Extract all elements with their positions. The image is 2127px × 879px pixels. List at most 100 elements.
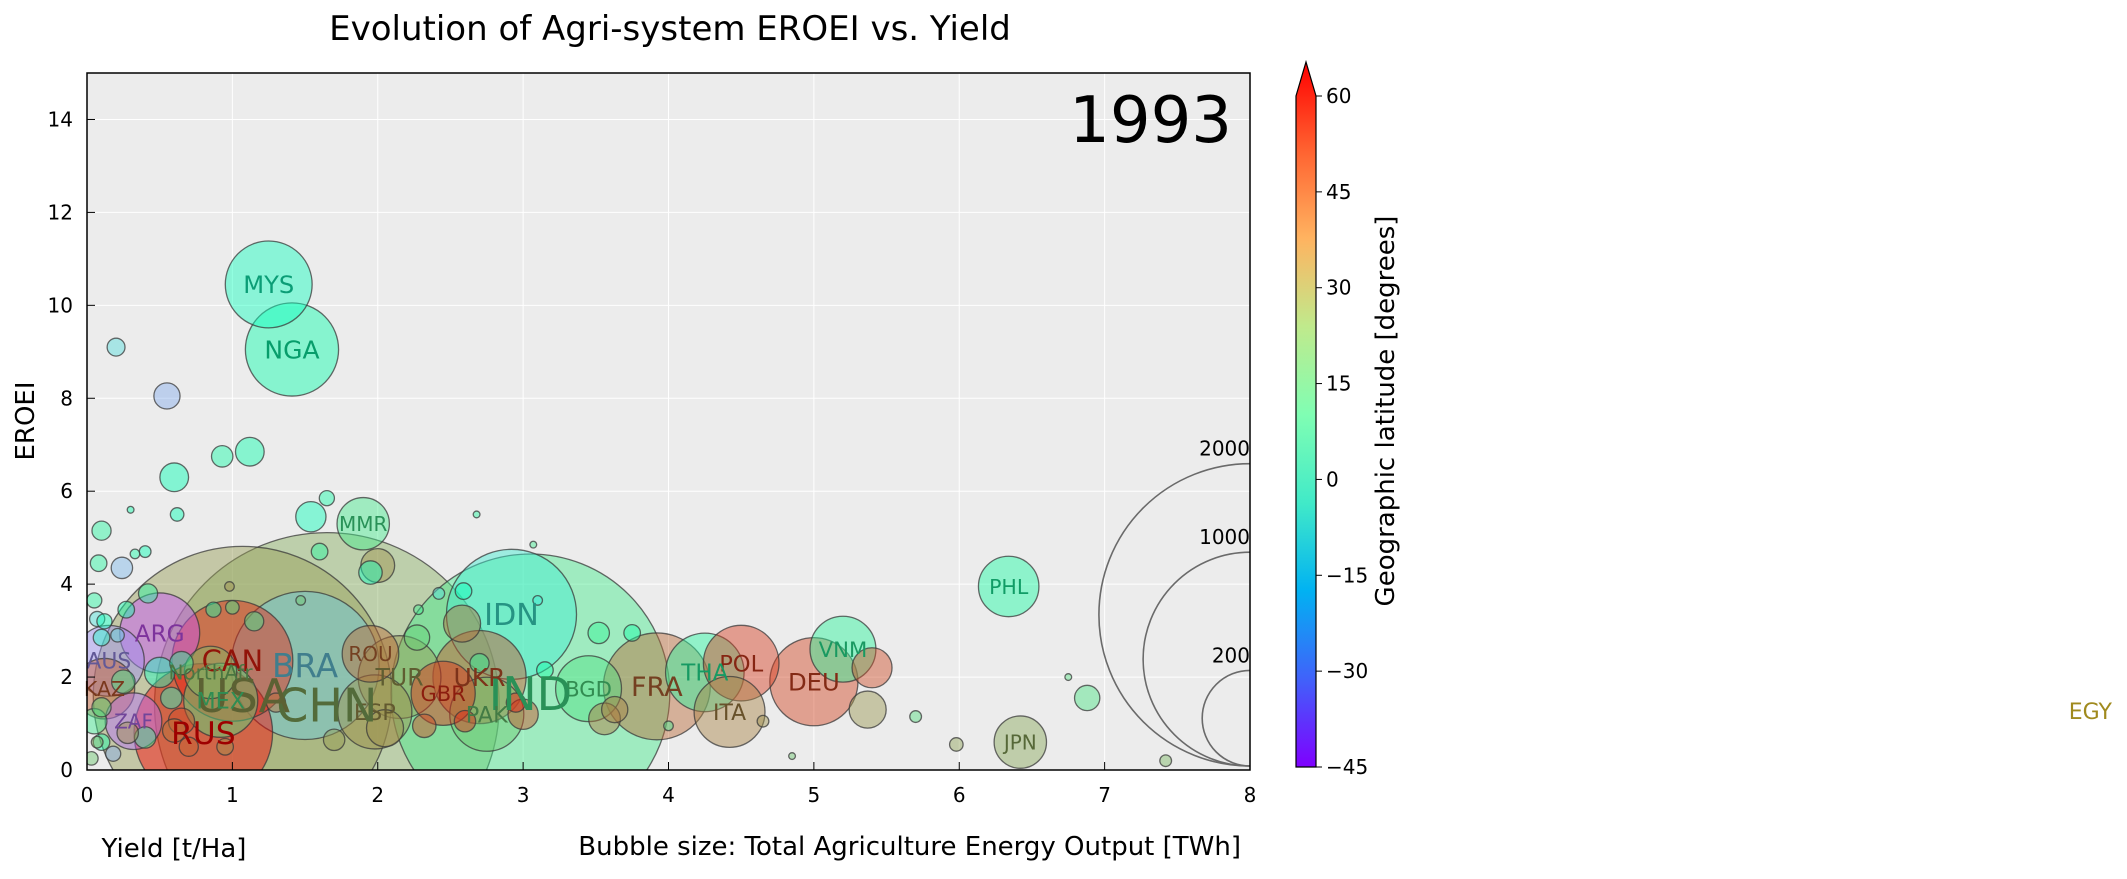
x-tick-label: 8: [1244, 783, 1257, 807]
colorbar-label: Geographic latitude [degrees]: [1371, 216, 1401, 607]
x-tick-label: 1: [226, 783, 239, 807]
bubble: [169, 507, 185, 522]
bubble-label: GBR: [421, 682, 466, 706]
bubble: [337, 674, 413, 750]
bubble-label: IND: [489, 667, 572, 721]
bubble: [205, 601, 222, 618]
bubble: [161, 718, 187, 743]
bubble: [87, 657, 136, 720]
bubble-size-caption: Bubble size: Total Agriculture Energy Ou…: [578, 832, 1241, 862]
bubble: [159, 462, 190, 493]
y-tick-label: 2: [60, 665, 73, 689]
bubble-label: JPN: [1002, 730, 1037, 754]
colorbar-tick-label: 45: [1326, 180, 1351, 204]
bubble: [89, 554, 108, 573]
bubble: [600, 695, 629, 724]
bubble: [1159, 754, 1173, 768]
x-tick-label: 2: [371, 783, 384, 807]
size-legend-label: 2000: [1199, 437, 1250, 461]
bubble: [948, 737, 964, 752]
bubble: [153, 532, 500, 770]
bubble: [341, 624, 400, 683]
bubble: [92, 545, 393, 770]
bubble-label: ROU: [348, 642, 392, 666]
colorbar-tick-label: −15: [1326, 563, 1368, 587]
bubble-label: IDN: [484, 598, 539, 633]
bubble: [536, 661, 554, 680]
bubble: [295, 594, 307, 606]
bubble-label: FRA: [631, 672, 683, 703]
colorbar-ticks: −45 −30 −15 0 15 30 45 60: [1316, 84, 1368, 779]
bubble: [87, 707, 108, 735]
bubble: [110, 556, 134, 580]
chart-title: Evolution of Agri-system EROEI vs. Yield: [329, 9, 1011, 49]
bubble: [159, 686, 183, 710]
bubble: [663, 720, 674, 732]
colorbar-tick-label: 15: [1326, 372, 1351, 396]
x-tick-label: 0: [81, 783, 94, 807]
bubble: [92, 733, 111, 752]
bubble: [454, 582, 473, 601]
x-tick-label: 4: [662, 783, 675, 807]
x-tick-label: 6: [953, 783, 966, 807]
bubble: [243, 611, 265, 632]
bubble: [993, 715, 1048, 769]
bubble: [505, 692, 527, 713]
bubble-label: PHL: [989, 575, 1029, 599]
bubble: [357, 635, 442, 720]
bubble: [153, 382, 181, 410]
bubble-label: THA: [680, 661, 728, 687]
bubble: [138, 545, 152, 559]
bubble: [469, 652, 490, 674]
x-axis: 0 1 2 3 4 5 6 7 8: [81, 762, 1257, 807]
bubble: [106, 337, 126, 357]
size-legend-circle: [1098, 462, 1251, 767]
y-tick-label: 14: [48, 107, 73, 131]
bubble-label: ESP: [354, 700, 396, 726]
colorbar-tick-label: 30: [1326, 276, 1351, 300]
bubble-label: VNM: [819, 637, 868, 662]
bubble: [322, 728, 346, 752]
bubble: [91, 520, 112, 541]
y-axis: 0 2 4 6 8 10 12 14: [48, 107, 95, 782]
bubble-size-legend: 2000 1000 200: [1098, 437, 1251, 767]
bubble-label: BGD: [565, 676, 612, 701]
bubble-label: CHN: [276, 679, 377, 733]
bubble: [110, 627, 125, 643]
bubble: [756, 714, 770, 728]
bubble-label: TUR: [375, 664, 424, 692]
bubble: [96, 613, 113, 630]
bubble: [224, 240, 313, 329]
bubble: [230, 590, 380, 741]
bubble: [336, 496, 391, 551]
bubble: [507, 698, 539, 731]
bubble-label: DEU: [788, 667, 840, 696]
bubble-label: ARG: [135, 620, 185, 647]
bubble: [413, 604, 424, 616]
bubble: [411, 713, 437, 739]
bubble: [183, 645, 238, 700]
bubble: [1073, 684, 1101, 712]
size-legend-circle: [1142, 551, 1251, 767]
bubble-label: CAN: [202, 644, 264, 678]
bubble: [1064, 673, 1073, 682]
bubble: [224, 581, 235, 592]
bubble: [133, 726, 157, 749]
bubble: [169, 650, 194, 676]
bubble: [92, 628, 111, 647]
bubble: [110, 669, 136, 695]
bubble: [390, 553, 671, 770]
bubble: [224, 599, 240, 615]
x-tick-label: 5: [808, 783, 821, 807]
bubble: [693, 675, 766, 749]
size-legend-label: 1000: [1199, 525, 1250, 549]
bubble: [358, 560, 383, 585]
bubble: [90, 735, 104, 749]
bubble: [133, 662, 274, 770]
bubble: [310, 542, 329, 561]
bubble: [809, 615, 877, 683]
x-tick-label: 3: [517, 783, 530, 807]
